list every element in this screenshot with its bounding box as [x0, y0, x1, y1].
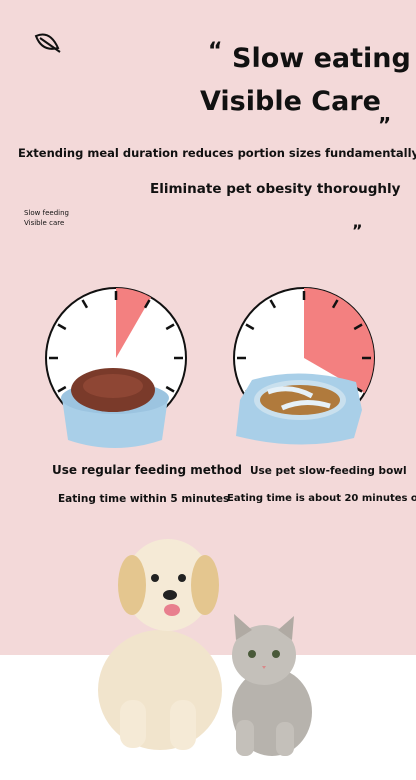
- clock-tick: [81, 299, 89, 309]
- title-line: Visible Care: [200, 86, 381, 117]
- slow-feed-bowl: [236, 373, 362, 445]
- clock-tick: [269, 299, 277, 309]
- clock-tick: [57, 323, 67, 331]
- clock-tick: [57, 385, 67, 393]
- tagline: Eliminate pet obesity thoroughly: [150, 181, 401, 197]
- kitten: [232, 614, 312, 756]
- small-note: Visible care: [24, 219, 64, 227]
- time-label: Eating time is about 20 minutes or so: [227, 493, 416, 504]
- subtitle: Extending meal duration reduces portion …: [18, 146, 416, 160]
- clock-tick: [245, 323, 255, 331]
- clock-tick: [331, 299, 339, 309]
- small-note: Slow feeding: [24, 209, 69, 217]
- close-quote: ”: [378, 113, 391, 137]
- clock-tick: [143, 299, 151, 309]
- clock-tick: [165, 385, 175, 393]
- method-label: Use pet slow-feeding bowl: [250, 465, 407, 477]
- method-label: Use regular feeding method: [52, 463, 242, 477]
- clock-tick: [353, 323, 363, 331]
- title-line: Slow eating: [232, 43, 411, 74]
- clock-tick: [165, 323, 175, 331]
- regular-bowl: [61, 368, 169, 448]
- time-label: Eating time within 5 minutes: [58, 493, 229, 505]
- puppy: [98, 539, 222, 750]
- open-quote: “: [208, 39, 222, 64]
- leaf-icon: [34, 33, 61, 53]
- close-quote: ”: [352, 221, 363, 240]
